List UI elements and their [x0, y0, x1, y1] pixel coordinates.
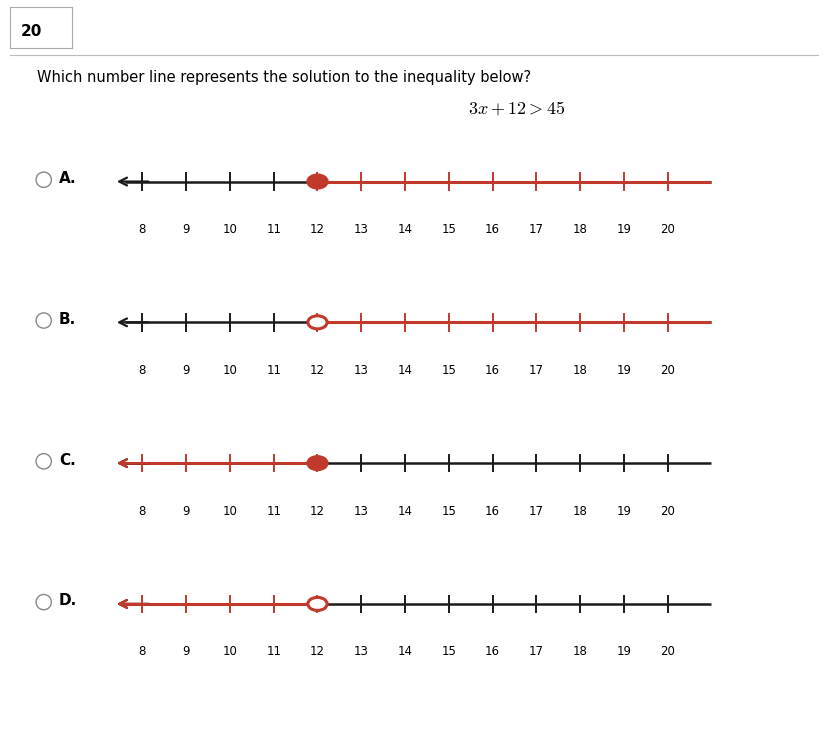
Text: 20: 20 — [22, 24, 42, 39]
Text: C.: C. — [59, 453, 75, 468]
Text: 18: 18 — [572, 645, 587, 659]
Text: 11: 11 — [266, 223, 281, 236]
Circle shape — [308, 316, 327, 329]
Text: 10: 10 — [222, 645, 237, 659]
Text: 9: 9 — [182, 364, 189, 377]
Text: 13: 13 — [353, 364, 368, 377]
Text: 8: 8 — [139, 505, 146, 518]
Text: 16: 16 — [485, 645, 500, 659]
Text: 11: 11 — [266, 364, 281, 377]
Text: 16: 16 — [485, 505, 500, 518]
Circle shape — [308, 597, 327, 611]
Text: 13: 13 — [353, 505, 368, 518]
Text: $3x + 12 > 45$: $3x + 12 > 45$ — [467, 100, 564, 118]
Text: Which number line represents the solution to the inequality below?: Which number line represents the solutio… — [37, 70, 531, 85]
Text: 8: 8 — [139, 223, 146, 236]
Text: 17: 17 — [528, 645, 543, 659]
Text: 18: 18 — [572, 364, 587, 377]
Text: 9: 9 — [182, 645, 189, 659]
Text: 14: 14 — [397, 364, 412, 377]
Text: 15: 15 — [441, 364, 456, 377]
Text: 9: 9 — [182, 223, 189, 236]
Text: 19: 19 — [615, 364, 630, 377]
Text: 12: 12 — [309, 505, 324, 518]
Text: 14: 14 — [397, 505, 412, 518]
Text: 16: 16 — [485, 223, 500, 236]
Circle shape — [308, 456, 327, 470]
Text: 15: 15 — [441, 223, 456, 236]
Text: 18: 18 — [572, 505, 587, 518]
Text: 16: 16 — [485, 364, 500, 377]
Text: 19: 19 — [615, 223, 630, 236]
Text: 20: 20 — [659, 223, 674, 236]
Text: 12: 12 — [309, 645, 324, 659]
Text: 20: 20 — [659, 645, 674, 659]
Text: 8: 8 — [139, 364, 146, 377]
Text: 8: 8 — [139, 645, 146, 659]
Text: 10: 10 — [222, 505, 237, 518]
Text: A.: A. — [59, 171, 76, 186]
Text: 20: 20 — [659, 364, 674, 377]
Text: 13: 13 — [353, 223, 368, 236]
Text: 19: 19 — [615, 645, 630, 659]
Text: B.: B. — [59, 312, 76, 327]
Text: 14: 14 — [397, 645, 412, 659]
Text: 17: 17 — [528, 505, 543, 518]
Text: 19: 19 — [615, 505, 630, 518]
Text: 13: 13 — [353, 645, 368, 659]
Text: D.: D. — [59, 594, 77, 608]
Text: 11: 11 — [266, 645, 281, 659]
Text: 15: 15 — [441, 645, 456, 659]
Text: 9: 9 — [182, 505, 189, 518]
Text: 10: 10 — [222, 223, 237, 236]
Text: 17: 17 — [528, 364, 543, 377]
Text: 17: 17 — [528, 223, 543, 236]
Text: 18: 18 — [572, 223, 587, 236]
Text: 20: 20 — [659, 505, 674, 518]
Text: 11: 11 — [266, 505, 281, 518]
Text: 10: 10 — [222, 364, 237, 377]
Text: 14: 14 — [397, 223, 412, 236]
Text: 12: 12 — [309, 364, 324, 377]
Circle shape — [308, 175, 327, 188]
Text: 12: 12 — [309, 223, 324, 236]
Text: 15: 15 — [441, 505, 456, 518]
